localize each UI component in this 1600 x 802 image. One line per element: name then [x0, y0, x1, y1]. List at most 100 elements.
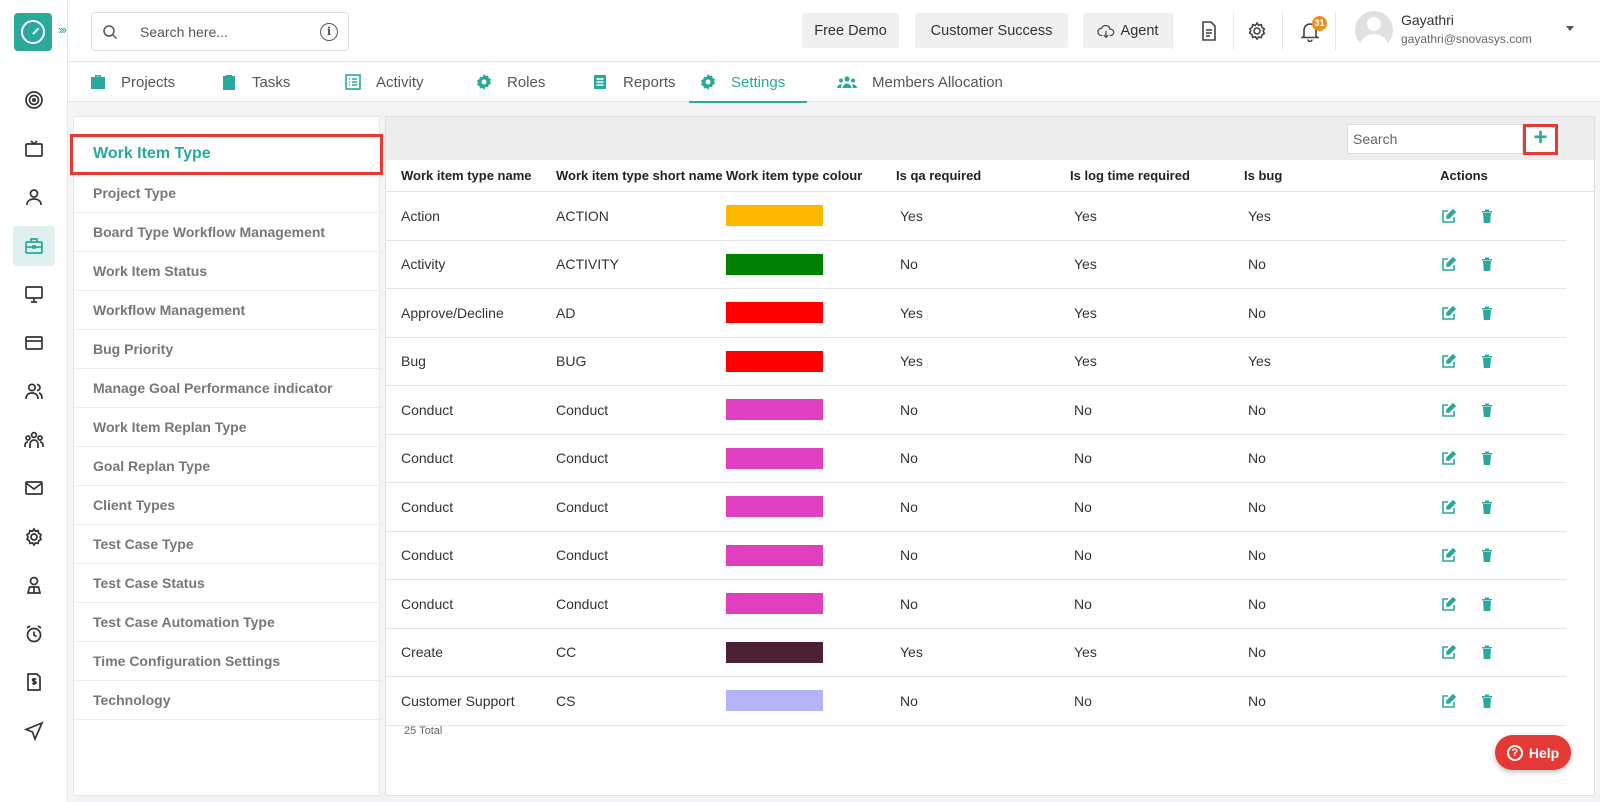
tab-tasks[interactable]: Tasks: [220, 62, 290, 102]
cell-short-name: ACTION: [556, 207, 609, 224]
tab-activity[interactable]: Activity: [344, 62, 424, 102]
delete-icon[interactable]: [1479, 693, 1495, 709]
menu-item-test-case-automation[interactable]: Test Case Automation Type: [74, 603, 379, 642]
edit-icon[interactable]: [1441, 208, 1457, 224]
column-header[interactable]: Is bug: [1244, 168, 1283, 183]
edit-icon[interactable]: [1441, 693, 1457, 709]
document-icon[interactable]: [1198, 20, 1220, 42]
delete-icon[interactable]: [1479, 547, 1495, 563]
cell-colour: [726, 690, 900, 712]
clock-logo-icon: [21, 20, 45, 44]
table-row: Conduct Conduct No No No: [386, 580, 1566, 629]
cell-short-name: CC: [556, 644, 577, 661]
delete-icon[interactable]: [1479, 499, 1495, 515]
delete-icon[interactable]: [1479, 353, 1495, 369]
edit-icon[interactable]: [1441, 499, 1457, 515]
free-demo-button[interactable]: Free Demo: [802, 13, 899, 48]
delete-icon[interactable]: [1479, 402, 1495, 418]
menu-item-goal-performance[interactable]: Manage Goal Performance indicator: [74, 369, 379, 408]
global-search-input[interactable]: [140, 23, 290, 40]
menu-item-test-case-status[interactable]: Test Case Status: [74, 564, 379, 603]
menu-item-client-types[interactable]: Client Types: [74, 486, 379, 525]
cell-actions: [1408, 305, 1528, 321]
menu-item-technology[interactable]: Technology: [74, 681, 379, 720]
edit-icon[interactable]: [1441, 596, 1457, 612]
delete-icon[interactable]: [1479, 208, 1495, 224]
user-icon[interactable]: [13, 177, 55, 217]
menu-item-work-item-status[interactable]: Work Item Status: [74, 252, 379, 291]
cell-name: Action: [401, 207, 440, 224]
help-button[interactable]: ? Help: [1495, 735, 1571, 770]
projects-briefcase-icon[interactable]: [13, 225, 55, 266]
menu-item-test-case-type[interactable]: Test Case Type: [74, 525, 379, 564]
column-header[interactable]: Work item type name: [401, 168, 532, 183]
tab-projects[interactable]: Projects: [89, 62, 175, 102]
edit-icon[interactable]: [1441, 402, 1457, 418]
tab-reports[interactable]: Reports: [591, 62, 676, 102]
menu-item-work-item-replan[interactable]: Work Item Replan Type: [74, 408, 379, 447]
menu-item-board-type-workflow[interactable]: Board Type Workflow Management: [74, 213, 379, 252]
team-icon[interactable]: [13, 371, 55, 411]
invoice-dollar-icon[interactable]: [13, 662, 55, 702]
menu-item-project-type[interactable]: Project Type: [74, 174, 379, 213]
menu-item-workflow-management[interactable]: Workflow Management: [74, 291, 379, 330]
cell-qa-required: Yes: [900, 304, 923, 321]
settings-gear-icon[interactable]: [13, 517, 55, 557]
alarm-clock-icon[interactable]: [13, 614, 55, 654]
group-icon[interactable]: [13, 420, 55, 460]
menu-item-bug-priority[interactable]: Bug Priority: [74, 330, 379, 369]
menu-item-goal-replan[interactable]: Goal Replan Type: [74, 447, 379, 486]
menu-item-work-item-type[interactable]: Work Item Type: [70, 134, 383, 175]
send-icon[interactable]: [13, 711, 55, 751]
tab-roles[interactable]: Roles: [475, 62, 545, 102]
cell-name: Approve/Decline: [401, 304, 504, 321]
column-header[interactable]: Work item type colour: [726, 168, 863, 183]
delete-icon[interactable]: [1479, 644, 1495, 660]
tab-members-allocation[interactable]: Members Allocation: [836, 62, 1003, 102]
tv-icon[interactable]: [13, 129, 55, 169]
edit-icon[interactable]: [1441, 256, 1457, 272]
cell-name: Bug: [401, 353, 426, 370]
users-icon: [836, 73, 858, 91]
add-button[interactable]: +: [1523, 124, 1558, 155]
colour-swatch: [726, 496, 823, 518]
table-search-input[interactable]: [1347, 124, 1523, 154]
dashboard-target-icon[interactable]: [13, 80, 55, 120]
column-header[interactable]: Work item type short name: [556, 168, 722, 183]
agent-button[interactable]: Agent: [1083, 13, 1172, 48]
credit-card-icon[interactable]: [13, 323, 55, 363]
column-header[interactable]: Is log time required: [1070, 168, 1190, 183]
delete-icon[interactable]: [1479, 305, 1495, 321]
tab-settings[interactable]: Settings: [688, 62, 808, 103]
edit-icon[interactable]: [1441, 644, 1457, 660]
document-icon: [591, 73, 609, 91]
edit-icon[interactable]: [1441, 305, 1457, 321]
monitor-icon[interactable]: [13, 274, 55, 314]
customer-success-button[interactable]: Customer Success: [915, 13, 1068, 48]
avatar[interactable]: [1355, 11, 1393, 49]
table-row: Customer Support CS No No No: [386, 677, 1566, 726]
info-icon[interactable]: i: [320, 23, 338, 41]
edit-icon[interactable]: [1441, 450, 1457, 466]
cell-actions: [1408, 596, 1528, 612]
profile-badge-icon[interactable]: [13, 565, 55, 605]
edit-icon[interactable]: [1441, 547, 1457, 563]
table-row: Conduct Conduct No No No: [386, 435, 1566, 483]
column-header[interactable]: Is qa required: [896, 168, 982, 183]
cell-qa-required: No: [900, 256, 918, 273]
delete-icon[interactable]: [1479, 596, 1495, 612]
cell-is-bug: No: [1248, 595, 1266, 612]
mail-icon[interactable]: [13, 468, 55, 508]
edit-icon[interactable]: [1441, 353, 1457, 369]
settings-icon[interactable]: [1246, 20, 1268, 42]
cell-short-name: Conduct: [556, 498, 609, 515]
table-row: Conduct Conduct No No No: [386, 532, 1566, 580]
global-search[interactable]: i: [91, 12, 349, 51]
cell-colour: [726, 253, 900, 275]
expand-rail-icon[interactable]: ›››: [58, 22, 67, 37]
app-logo[interactable]: [14, 13, 52, 51]
delete-icon[interactable]: [1479, 450, 1495, 466]
chevron-down-icon[interactable]: [1566, 26, 1574, 31]
menu-item-time-configuration[interactable]: Time Configuration Settings: [74, 642, 379, 681]
delete-icon[interactable]: [1479, 256, 1495, 272]
